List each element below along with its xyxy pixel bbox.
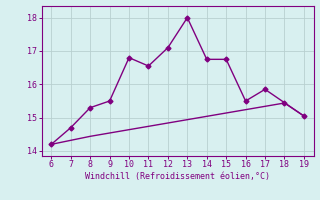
X-axis label: Windchill (Refroidissement éolien,°C): Windchill (Refroidissement éolien,°C) — [85, 172, 270, 181]
